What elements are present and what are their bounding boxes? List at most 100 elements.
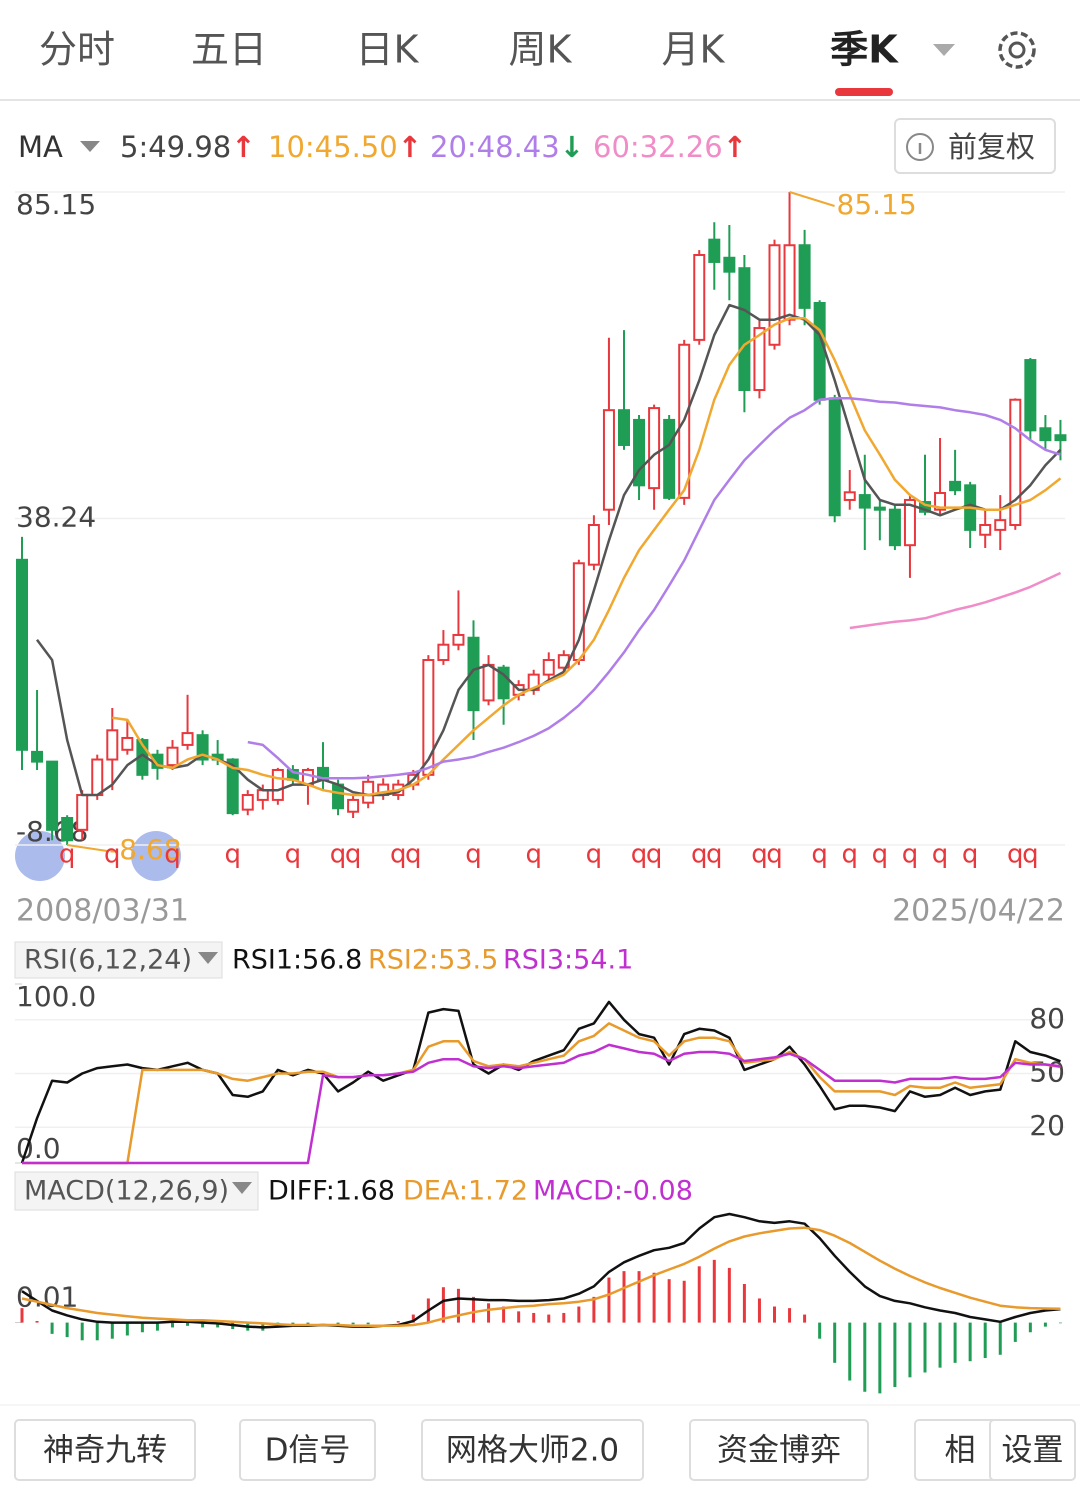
float-icon[interactable] bbox=[15, 831, 65, 881]
candle-body bbox=[633, 418, 646, 487]
indicator-dropdown[interactable] bbox=[232, 1182, 252, 1194]
tab[interactable]: 月K bbox=[662, 28, 726, 72]
button-label: 资金博弈 bbox=[717, 1433, 841, 1469]
button-frame bbox=[989, 1419, 1076, 1481]
tool-button[interactable]: 相 bbox=[914, 1419, 1006, 1481]
button-frame bbox=[894, 118, 1056, 174]
indicator-dropdown[interactable] bbox=[198, 952, 218, 964]
ma-arrow: ↑ bbox=[398, 130, 422, 164]
legend-entry: RSI1:56.8 bbox=[232, 945, 362, 976]
candle-body bbox=[497, 666, 510, 700]
ma-label: MA bbox=[18, 130, 63, 164]
settings-icon[interactable] bbox=[998, 31, 1036, 69]
candle-body bbox=[738, 267, 751, 391]
signal-label: q bbox=[962, 840, 979, 870]
candle-body bbox=[753, 327, 766, 391]
signal-label: q bbox=[932, 840, 949, 870]
signal-label: q bbox=[811, 840, 828, 870]
button-frame bbox=[239, 1419, 376, 1481]
candle-body bbox=[1009, 398, 1022, 527]
button-frame bbox=[421, 1419, 644, 1481]
candle-body bbox=[618, 409, 630, 446]
signal-label: q bbox=[586, 840, 603, 870]
signal-label: q bbox=[706, 840, 723, 870]
ma-item: 5:49.98↑ bbox=[120, 130, 256, 164]
float-icon[interactable] bbox=[131, 831, 181, 881]
tab[interactable]: 分时 bbox=[39, 28, 115, 72]
legend-entry: RSI3:54.1 bbox=[503, 945, 633, 976]
candle-body bbox=[467, 636, 480, 712]
candle-body bbox=[903, 498, 916, 547]
tab[interactable]: 五日 bbox=[191, 28, 267, 72]
legend-entry: RSI2:53.5 bbox=[368, 945, 498, 976]
signal-label: q bbox=[902, 840, 919, 870]
candle-body bbox=[196, 734, 209, 761]
line-series bbox=[112, 317, 1062, 797]
candle-body bbox=[979, 524, 992, 536]
tab-bar: 分时 五日 日K 周K 月K 季K bbox=[39, 28, 899, 96]
end-date: 2025/04/22 bbox=[892, 894, 1065, 929]
signal-label: q bbox=[691, 840, 708, 870]
ma-arrow: ↑ bbox=[723, 130, 747, 164]
tool-button[interactable]: 网格大师2.0 bbox=[421, 1419, 644, 1481]
ma-value: 20:48.43 bbox=[430, 130, 560, 164]
tab-dropdown[interactable] bbox=[933, 44, 955, 56]
candle-body bbox=[888, 508, 901, 547]
tab[interactable]: 季K bbox=[830, 28, 899, 72]
candle-body bbox=[723, 256, 736, 273]
signal-label: q bbox=[164, 840, 181, 870]
line-series bbox=[22, 1022, 1061, 1165]
candle-body bbox=[708, 238, 721, 263]
tool-button[interactable]: D信号 bbox=[239, 1419, 376, 1481]
button-label: 相 bbox=[945, 1433, 976, 1469]
ma-item: 20:48.43↓ bbox=[430, 130, 584, 164]
y2-tick-label: 20 bbox=[1029, 1109, 1065, 1142]
candle-body bbox=[46, 760, 59, 831]
ma-item: 10:45.50↑ bbox=[268, 130, 422, 164]
candle-body bbox=[542, 659, 555, 676]
candle-body bbox=[482, 663, 495, 702]
legend-entry: MACD:-0.08 bbox=[533, 1176, 693, 1207]
candle-body bbox=[76, 794, 89, 831]
candle-body bbox=[181, 732, 194, 746]
candle-body bbox=[768, 244, 781, 346]
candle-body bbox=[648, 407, 661, 490]
signal-label: q bbox=[841, 840, 858, 870]
candle-body bbox=[61, 816, 74, 842]
signal-label: q bbox=[224, 840, 241, 870]
button-label: D信号 bbox=[265, 1433, 351, 1469]
signal-label: q bbox=[285, 840, 302, 870]
tool-button[interactable]: 资金博弈 bbox=[689, 1419, 869, 1481]
candle-body bbox=[843, 491, 856, 501]
indicator-title: MACD(12,26,9) bbox=[24, 1176, 229, 1207]
candle-body bbox=[347, 798, 360, 813]
signal-label: q bbox=[646, 840, 663, 870]
candle-body bbox=[873, 506, 886, 511]
indicator-select[interactable] bbox=[14, 941, 223, 979]
signal-label: q bbox=[751, 840, 768, 870]
button-label: 神奇九转 bbox=[43, 1433, 167, 1469]
signal-label: q bbox=[59, 840, 76, 870]
signal-label: q bbox=[405, 840, 422, 870]
indicator-select[interactable] bbox=[14, 1171, 259, 1211]
tool-button[interactable]: 设置 bbox=[989, 1419, 1076, 1481]
button-frame bbox=[14, 1419, 196, 1481]
tool-button[interactable]: 神奇九转 bbox=[14, 1419, 196, 1481]
line-series bbox=[247, 397, 1061, 780]
candle-body bbox=[166, 746, 179, 767]
min-label: -8.68 bbox=[109, 833, 181, 866]
candle-body bbox=[16, 558, 28, 751]
tab[interactable]: 周K bbox=[509, 28, 573, 72]
tab[interactable]: 日K bbox=[356, 28, 420, 72]
ma-value: 10:45.50 bbox=[268, 130, 398, 164]
ma-dropdown[interactable] bbox=[80, 141, 100, 152]
signal-label: q bbox=[525, 840, 542, 870]
adjust-button[interactable]: 前复权 bbox=[894, 118, 1056, 174]
candle-body bbox=[91, 758, 104, 797]
candle-body bbox=[241, 794, 254, 811]
candle-body bbox=[31, 750, 44, 763]
signal-label: q bbox=[766, 840, 783, 870]
candle-body bbox=[106, 729, 119, 761]
candle-body bbox=[949, 480, 962, 492]
line-series bbox=[21, 1226, 1061, 1328]
